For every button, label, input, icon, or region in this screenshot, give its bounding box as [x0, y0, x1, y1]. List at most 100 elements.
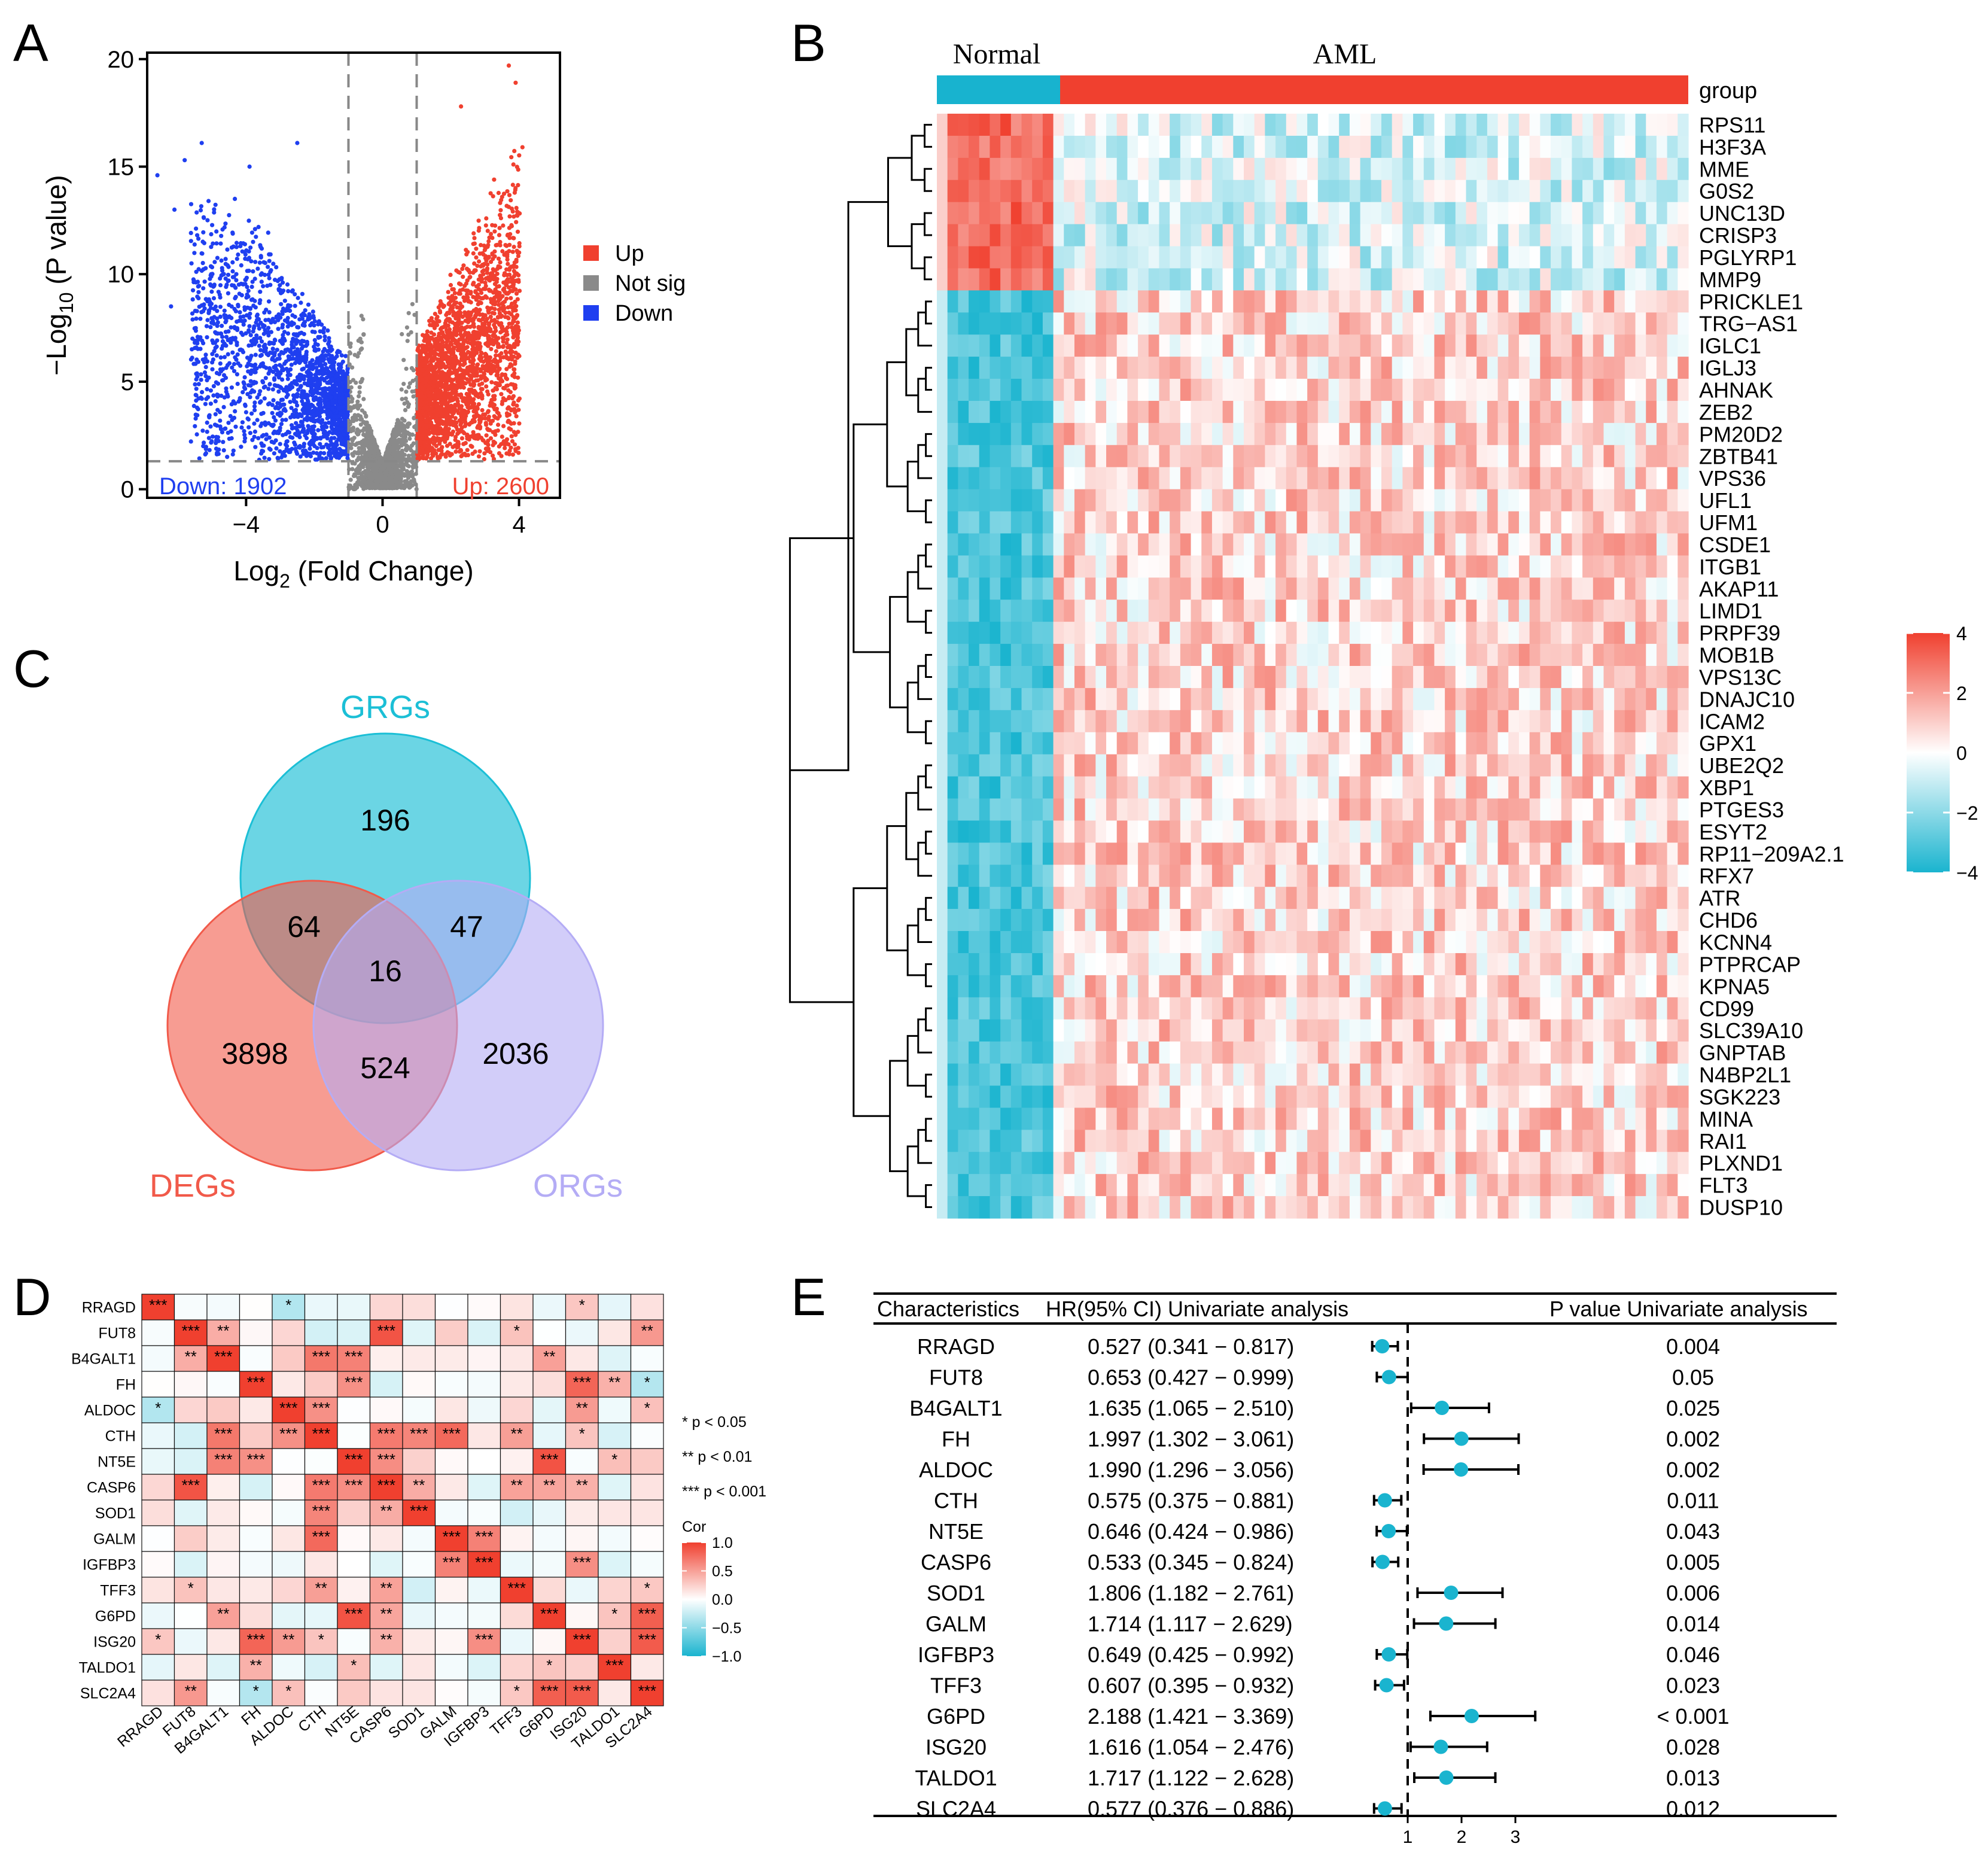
volcano-point-up	[499, 454, 504, 458]
volcano-point-not-sig	[404, 325, 410, 330]
volcano-point-up	[514, 165, 519, 169]
volcano-point-up	[507, 193, 512, 197]
volcano-point-up	[510, 250, 515, 254]
volcano-point-not-sig	[391, 431, 395, 436]
panel-label-d: D	[13, 1267, 51, 1326]
volcano-point-up	[511, 315, 516, 320]
volcano-point-not-sig	[404, 390, 409, 394]
volcano-point-down	[208, 388, 213, 393]
volcano-point-not-sig	[366, 464, 371, 468]
volcano-point-up	[417, 448, 422, 454]
volcano-point-not-sig	[354, 430, 359, 435]
volcano-point-down	[205, 387, 209, 392]
volcano-point-down	[224, 284, 229, 289]
volcano-point-up	[427, 412, 432, 416]
volcano-point-up	[418, 427, 424, 432]
volcano-point-not-sig	[354, 417, 359, 422]
volcano-point-up	[455, 321, 460, 325]
volcano-point-up	[422, 395, 427, 400]
volcano-point-up	[417, 358, 422, 363]
volcano-point-up	[458, 379, 463, 384]
volcano-point-up	[477, 259, 482, 264]
volcano-point-up	[441, 428, 446, 433]
volcano-point-up	[439, 345, 445, 350]
volcano-point-down	[266, 264, 270, 269]
volcano-point-up	[510, 439, 515, 444]
volcano-point-up	[509, 434, 514, 439]
volcano-point-not-sig	[374, 468, 379, 473]
volcano-point-up	[471, 322, 476, 327]
volcano-point-up	[469, 310, 474, 315]
volcano-point-not-sig	[375, 448, 380, 453]
volcano-point-up	[498, 216, 504, 221]
volcano-point-up	[513, 409, 518, 413]
volcano-point-up	[487, 336, 492, 341]
volcano-point-up	[514, 278, 519, 283]
volcano-point-up	[491, 257, 495, 261]
volcano-point-not-sig	[397, 437, 401, 442]
volcano-point-up	[500, 328, 504, 334]
volcano-point-up	[490, 397, 495, 402]
volcano-point-up	[453, 296, 458, 300]
volcano-point-not-sig	[400, 416, 405, 421]
volcano-point-up	[492, 177, 497, 182]
volcano-point-not-sig	[400, 397, 404, 401]
volcano-point-not-sig	[412, 479, 417, 484]
volcano-point-not-sig	[395, 433, 400, 437]
volcano-point-up	[483, 421, 488, 425]
volcano-point-up	[424, 435, 429, 440]
volcano-point-not-sig	[402, 401, 407, 406]
panel-label-b: B	[791, 13, 826, 72]
volcano-point-up	[514, 291, 519, 296]
volcano-point-down	[300, 367, 305, 372]
volcano-point-up	[442, 393, 447, 398]
volcano-point-up	[452, 291, 458, 296]
volcano-point-up	[506, 406, 510, 411]
volcano-point-up	[444, 318, 449, 323]
volcano-point-not-sig	[374, 483, 379, 488]
volcano-point-not-sig	[357, 467, 363, 472]
volcano-point-up	[472, 388, 477, 394]
volcano-point-down	[214, 353, 219, 358]
volcano-point-up	[480, 269, 485, 274]
volcano-point-not-sig	[357, 385, 362, 390]
volcano-point-up	[485, 262, 490, 267]
volcano-point-up	[514, 339, 519, 343]
volcano-point-up	[458, 427, 463, 432]
volcano-point-not-sig	[361, 486, 366, 491]
volcano-point-up	[438, 303, 443, 308]
volcano-point-not-sig	[386, 467, 391, 472]
volcano-point-up	[453, 449, 458, 454]
volcano-point-up	[480, 396, 485, 401]
volcano-point-not-sig	[361, 332, 366, 337]
volcano-point-up	[466, 268, 471, 273]
volcano-point-not-sig	[386, 449, 391, 454]
volcano-point-up	[512, 367, 516, 372]
volcano-point-up	[505, 345, 510, 350]
volcano-point-up	[471, 251, 476, 256]
volcano-point-up	[499, 392, 504, 397]
volcano-point-up	[483, 412, 488, 417]
volcano-point-up	[498, 208, 503, 212]
volcano-point-up	[492, 295, 497, 300]
volcano-point-up	[512, 148, 517, 153]
volcano-point-not-sig	[370, 483, 375, 488]
volcano-point-up	[465, 340, 470, 345]
volcano-point-up	[455, 386, 459, 391]
volcano-point-down	[255, 395, 260, 400]
volcano-point-not-sig	[348, 477, 353, 482]
volcano-point-up	[445, 434, 450, 439]
volcano-point-up	[503, 290, 507, 294]
volcano-point-up	[497, 302, 501, 307]
panel-label-c: C	[13, 639, 51, 698]
volcano-point-up	[448, 282, 453, 288]
volcano-point-up	[504, 250, 509, 255]
volcano-point-up	[482, 372, 487, 376]
volcano-point-up	[456, 401, 461, 407]
volcano-point-up	[493, 358, 498, 363]
volcano-point-not-sig	[351, 473, 357, 479]
volcano-point-up	[422, 372, 427, 378]
volcano-point-up	[449, 307, 454, 312]
volcano-point-up	[447, 442, 452, 446]
volcano-point-not-sig	[403, 424, 408, 429]
